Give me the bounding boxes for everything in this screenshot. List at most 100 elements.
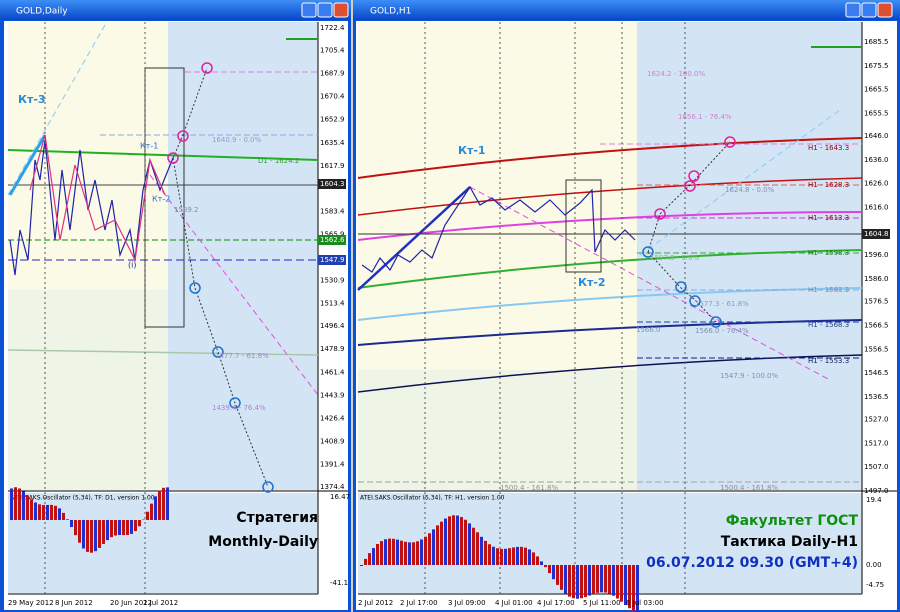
- oscillator-bar: [166, 487, 169, 520]
- price-label: 1583.4: [320, 207, 345, 215]
- oscillator-bar: [460, 517, 463, 565]
- oscillator-bar: [10, 488, 13, 520]
- price-label: 1626.0: [864, 180, 889, 188]
- oscillator-bar: [146, 511, 149, 520]
- annotation: 1477.7 - 61.8%: [215, 352, 269, 360]
- oscillator-bar: [616, 565, 619, 599]
- annotation: Кт-3: [18, 93, 46, 106]
- price-label: 1497.0: [864, 487, 889, 495]
- oscillator-bar: [480, 536, 483, 565]
- zone: [637, 22, 862, 490]
- oscillator-bar: [396, 539, 399, 565]
- price-label: 1443.9: [320, 391, 345, 399]
- oscillator-bar: [42, 504, 45, 520]
- oscillator-bar: [576, 565, 579, 599]
- annotation: H1 - 1613.3: [808, 214, 849, 222]
- date-label: 2 Jul 17:00: [400, 599, 438, 607]
- drawings: [286, 22, 863, 594]
- oscillator-bar: [476, 532, 479, 565]
- oscillator-bar: [138, 520, 141, 527]
- price-label: 1636.0: [864, 156, 889, 164]
- oscillator-bar: [58, 508, 61, 520]
- annotation: H1 - 1568.3: [808, 321, 849, 329]
- oscillator-bar: [564, 565, 567, 594]
- annotation: 1624.8 - 0.0%: [725, 186, 775, 194]
- date-label: 20 Jun 2012: [110, 599, 152, 607]
- price-label: 1616.0: [864, 204, 889, 212]
- oscillator-bar: [484, 540, 487, 565]
- annotation: 1566.0: [636, 326, 661, 334]
- oscillator-scale: 19.4: [866, 496, 882, 504]
- title-bar[interactable]: [0, 0, 351, 20]
- oscillator-bar: [54, 505, 57, 520]
- price-label: 1687.9: [320, 70, 345, 78]
- oscillator-bar: [74, 520, 77, 536]
- annotation: 1624.2 - 100.0%: [647, 70, 706, 78]
- oscillator-bar: [122, 520, 125, 536]
- oscillator-bar: [508, 548, 511, 565]
- price-label: 1546.5: [864, 369, 889, 377]
- price-tag-label: 1547.9: [320, 256, 345, 264]
- date-label: 2 Jul 2012: [358, 599, 393, 607]
- oscillator-bar: [126, 520, 129, 536]
- price-label: 1722.4: [320, 24, 345, 32]
- window-buttons[interactable]: [301, 2, 893, 18]
- price-label: 1566.5: [864, 321, 889, 329]
- annotation: 1439.4 - 76.4%: [212, 404, 266, 412]
- oscillator-scale: 16.47: [330, 493, 350, 501]
- price-label: 1646.0: [864, 132, 889, 140]
- oscillator-bar: [18, 488, 21, 520]
- oscillator-bar: [628, 565, 631, 609]
- annotation: 1500.4 - 161.8%: [500, 484, 559, 492]
- price-label: 1652.9: [320, 116, 345, 124]
- annotation: D1 - 1624.2: [258, 157, 299, 165]
- zone: [168, 22, 318, 490]
- oscillator-bar: [568, 565, 571, 597]
- oscillator-bar: [524, 547, 527, 565]
- oscillator-bar: [580, 565, 583, 599]
- oscillator-scale: 0.00: [866, 561, 882, 569]
- price-label: 1675.5: [864, 62, 889, 70]
- zone: [358, 370, 637, 490]
- oscillator-scale: -4.75: [866, 581, 884, 589]
- oscillator-bar: [432, 529, 435, 565]
- oscillator-bar: [62, 512, 65, 520]
- overlay-text: Факультет ГОСТ: [726, 513, 859, 529]
- oscillator-bar: [536, 556, 539, 565]
- price-label: 1513.4: [320, 300, 345, 308]
- oscillator-bar: [532, 552, 535, 565]
- date-label: 4 Jul 01:00: [495, 599, 533, 607]
- oscillator-bar: [376, 544, 379, 565]
- oscillator-bar: [488, 544, 491, 565]
- oscillator-bar: [158, 490, 161, 520]
- oscillator-bar: [118, 520, 121, 535]
- date-label: 6 Jul 03:00: [626, 599, 664, 607]
- price-label: 1596.0: [864, 251, 889, 259]
- oscillator-bar: [560, 565, 563, 590]
- oscillator-bar: [596, 565, 599, 593]
- annotation: H1 - 1583.3: [808, 286, 849, 294]
- oscillator-bar: [364, 558, 367, 565]
- oscillator-bar: [448, 516, 451, 565]
- oscillator-bar: [604, 565, 607, 593]
- annotation: H1 - 1553.3: [808, 357, 849, 365]
- oscillator-bar: [444, 518, 447, 565]
- oscillator-bar: [424, 536, 427, 565]
- oscillator-bar: [412, 542, 415, 565]
- date-label: 8 Jun 2012: [55, 599, 93, 607]
- price-label: 1496.4: [320, 322, 345, 330]
- annotation: H1 - 1628.3: [808, 181, 849, 189]
- oscillator-bar: [516, 546, 519, 565]
- oscillator-bar: [520, 546, 523, 565]
- title-bar[interactable]: [353, 0, 900, 20]
- price-label: 1374.4: [320, 483, 345, 491]
- window-title: GOLD,H1: [370, 7, 411, 17]
- oscillator-title: ATEI.SAKS.Oscillator (5,34), TF: H1, ver…: [360, 495, 505, 502]
- annotation: 1656.1 - 76.4%: [678, 113, 732, 121]
- annotation: 1597.3 - 0.0%: [650, 254, 700, 262]
- price-label: 1530.9: [320, 277, 345, 285]
- annotation: (i): [128, 261, 136, 270]
- oscillator-bar: [612, 565, 615, 596]
- oscillator-bar: [404, 541, 407, 565]
